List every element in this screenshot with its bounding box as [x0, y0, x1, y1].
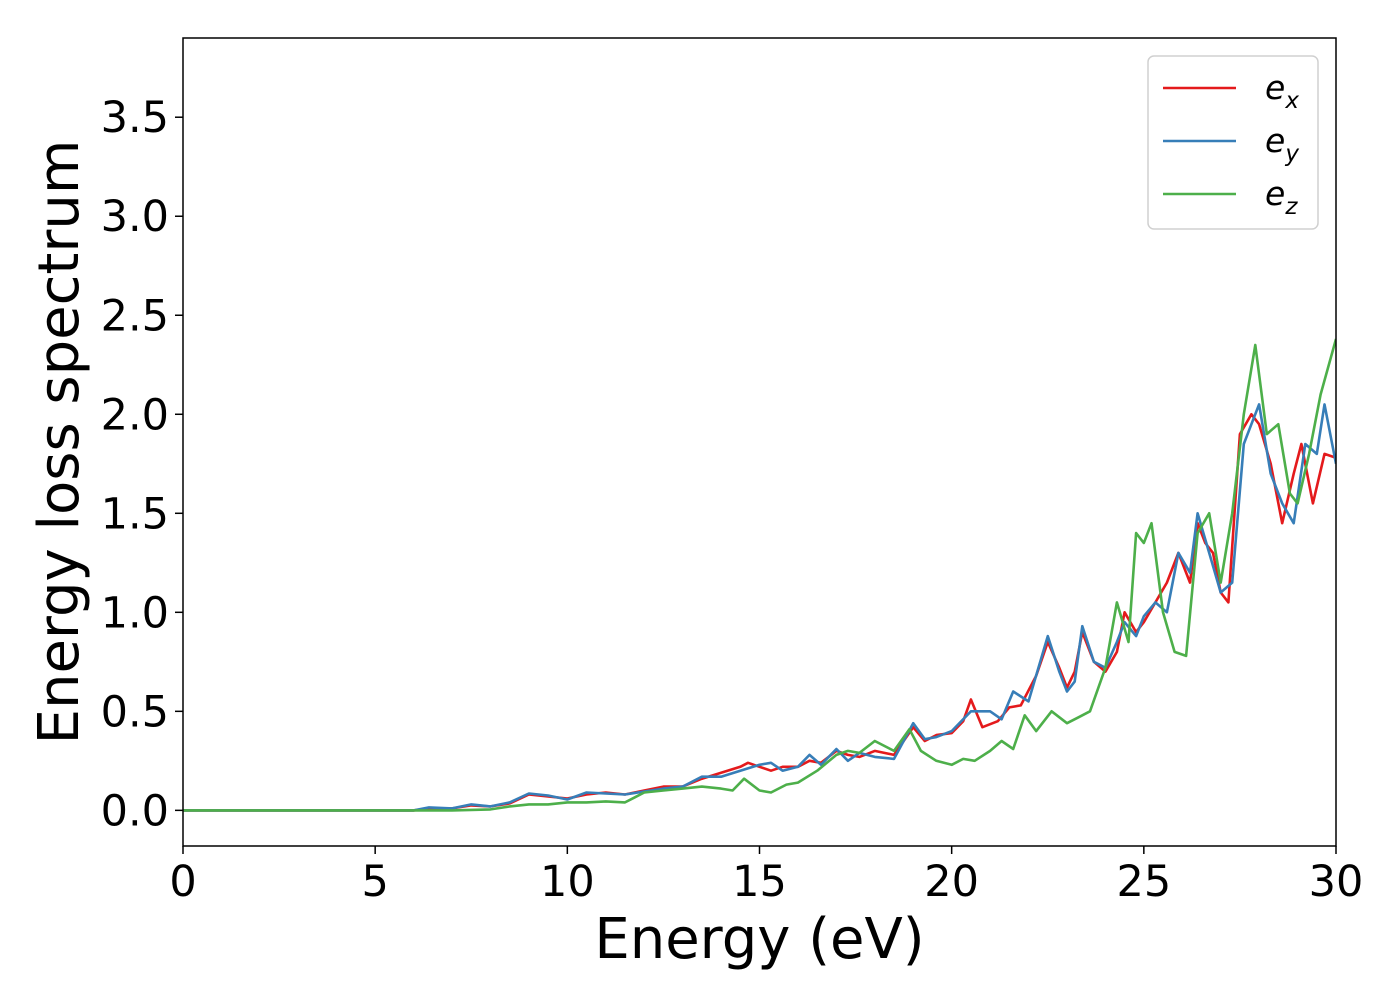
y-tick-label: 0.0 [101, 786, 169, 836]
series-line-y [183, 403, 1336, 812]
legend-label-base: e [1265, 68, 1285, 107]
y-axis: 0.0 0.5 1.0 1.5 2.0 2.5 3.0 3.5 [101, 93, 183, 836]
x-tick-label: 5 [361, 857, 388, 907]
legend-label-base: e [1265, 174, 1285, 213]
y-tick-label: 1.0 [101, 588, 169, 638]
legend-box [1147, 55, 1319, 230]
x-tick-label: 0 [169, 857, 196, 907]
legend-label-base: e [1265, 121, 1285, 160]
x-tick-label: 25 [1116, 857, 1171, 907]
y-tick-label: 2.0 [101, 390, 169, 440]
series-line-z [183, 338, 1336, 812]
y-tick-label: 3.0 [101, 192, 169, 242]
legend-label-x: ex [1265, 68, 1299, 114]
x-axis-title: Energy (eV) [594, 907, 924, 972]
x-tick-label: 30 [1309, 857, 1364, 907]
x-tick-label: 10 [540, 857, 595, 907]
legend-label-z: ez [1265, 174, 1298, 220]
legend-label-y: ey [1265, 121, 1299, 167]
y-tick-label: 2.5 [101, 291, 169, 341]
x-axis: 0 5 10 15 20 25 30 [169, 846, 1363, 907]
x-tick-label: 15 [732, 857, 787, 907]
y-tick-label: 0.5 [101, 687, 169, 737]
legend-label-subscript: z [1284, 194, 1298, 220]
series-layer [183, 338, 1336, 812]
legend-label-subscript: x [1284, 88, 1299, 114]
y-tick-label: 3.5 [101, 93, 169, 143]
y-tick-label: 1.5 [101, 489, 169, 539]
y-axis-title: Energy loss spectrum [27, 140, 92, 745]
x-tick-label: 20 [924, 857, 979, 907]
legend-label-subscript: y [1284, 141, 1299, 167]
